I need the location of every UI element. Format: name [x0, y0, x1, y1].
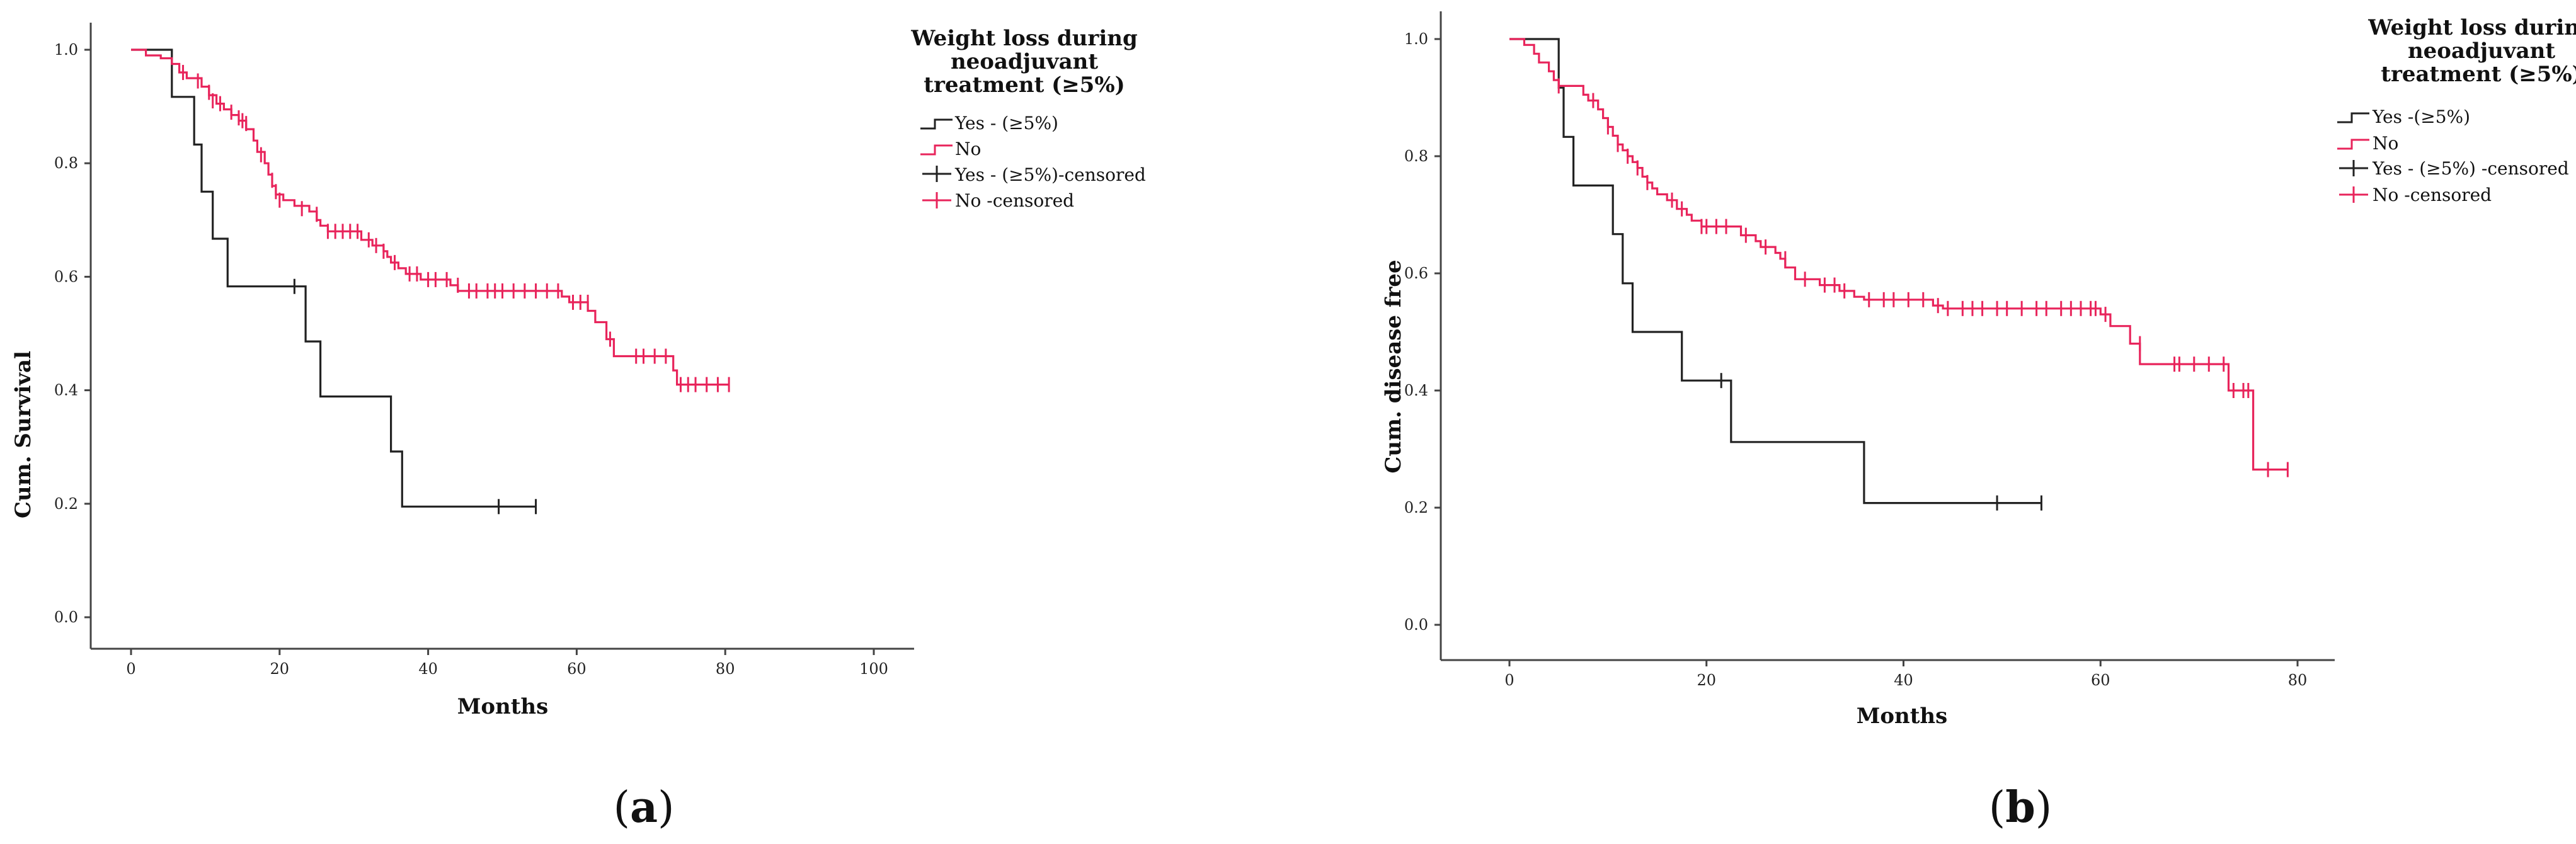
series-line-yes-a — [131, 48, 536, 508]
y-tick-label-a: 0.8 — [54, 154, 78, 172]
panel-label-b: (b) — [1989, 782, 2052, 833]
legend-label-yes-b: Yes -(≥5%) — [2372, 106, 2470, 127]
panel-label-b-letter: b — [2005, 782, 2035, 833]
x-tick-label-a: 40 — [418, 660, 438, 678]
x-tick-label-a: 0 — [126, 660, 135, 678]
legend-swatch-no-b — [2337, 139, 2369, 150]
legend-label-no-censored-a: No -censored — [955, 190, 1074, 211]
legend-swatch-no-censored-b — [2339, 186, 2368, 203]
y-tick-label-a: 0.0 — [54, 608, 78, 626]
series-line-yes-b — [1509, 38, 2042, 505]
x-axis-title-b: Months — [1857, 704, 1948, 729]
x-tick-label-b: 80 — [2288, 671, 2308, 689]
x-tick-label-a: 100 — [859, 660, 888, 678]
x-axis-title-a: Months — [457, 694, 549, 719]
panel-b: 0.0 0.2 0.4 0.6 0.8 1.0 0 20 40 60 80 Cum. disease… — [1381, 11, 2576, 833]
x-tick-label-b: 60 — [2091, 671, 2110, 689]
y-axis-title-b: Cum. disease free — [1381, 259, 1406, 473]
y-tick-label-a: 0.6 — [54, 268, 78, 285]
y-tick-label-b: 0.8 — [1404, 147, 1428, 165]
y-tick-label-a: 0.2 — [54, 495, 78, 513]
legend-a: Yes - (≥5%) No Yes - (≥5%)-censored No -… — [920, 113, 1146, 211]
legend-label-no-b: No — [2373, 133, 2398, 154]
y-tick-label-b: 0.0 — [1404, 616, 1428, 634]
legend-swatch-no-a — [920, 144, 953, 156]
legend-title-b-line2: neoadjuvant — [2408, 38, 2555, 64]
y-tick-label-b: 1.0 — [1404, 30, 1428, 48]
panel-label-a: (a) — [613, 782, 674, 833]
legend-title-b-line3: treatment (≥5%) — [2381, 62, 2576, 87]
panel-a: 0.0 0.2 0.4 0.6 0.8 1.0 0 20 40 60 80 100 Cum. Surv… — [11, 23, 1146, 833]
y-tick-label-b: 0.2 — [1404, 499, 1428, 516]
legend-title-a-line3: treatment (≥5%) — [924, 72, 1125, 98]
legend-b: Yes -(≥5%) No Yes - (≥5%) -censored No -… — [2337, 106, 2569, 205]
legend-swatch-yes-b — [2337, 112, 2369, 123]
x-tick-label-a: 20 — [270, 660, 290, 678]
x-tick-label-b: 0 — [1504, 671, 1514, 689]
x-tick-label-b: 40 — [1894, 671, 1913, 689]
x-tick-label-b: 20 — [1697, 671, 1716, 689]
x-tick-label-a: 80 — [716, 660, 735, 678]
legend-label-no-a: No — [955, 139, 981, 159]
y-tick-label-a: 0.4 — [54, 382, 78, 399]
series-line-no-b — [1509, 38, 2288, 471]
y-axis-title-a: Cum. Survival — [11, 351, 36, 518]
series-line-no-a — [131, 48, 730, 386]
legend-swatch-yes-a — [920, 118, 953, 130]
plot-area-a: 0.0 0.2 0.4 0.6 0.8 1.0 0 20 40 60 80 100 — [54, 23, 914, 678]
legend-swatch-yes-censored-b — [2339, 160, 2368, 176]
legend-label-yes-a: Yes - (≥5%) — [954, 113, 1058, 134]
legend-title-b-line1: Weight loss during — [2367, 15, 2576, 40]
legend-swatch-yes-censored-a — [922, 166, 951, 182]
plot-area-b: 0.0 0.2 0.4 0.6 0.8 1.0 0 20 40 60 80 — [1404, 11, 2335, 689]
legend-label-yes-censored-a: Yes - (≥5%)-censored — [954, 164, 1146, 185]
y-tick-label-a: 1.0 — [54, 41, 78, 59]
x-tick-label-a: 60 — [567, 660, 587, 678]
panel-label-a-letter: a — [630, 782, 658, 833]
legend-swatch-no-censored-a — [922, 192, 951, 208]
y-tick-label-b: 0.4 — [1404, 382, 1428, 399]
legend-title-a-line2: neoadjuvant — [951, 49, 1098, 74]
y-tick-label-b: 0.6 — [1404, 265, 1428, 282]
legend-title-a-line1: Weight loss during — [910, 26, 1138, 51]
legend-label-no-censored-b: No -censored — [2373, 185, 2492, 205]
legend-label-yes-censored-b: Yes - (≥5%) -censored — [2372, 158, 2569, 179]
